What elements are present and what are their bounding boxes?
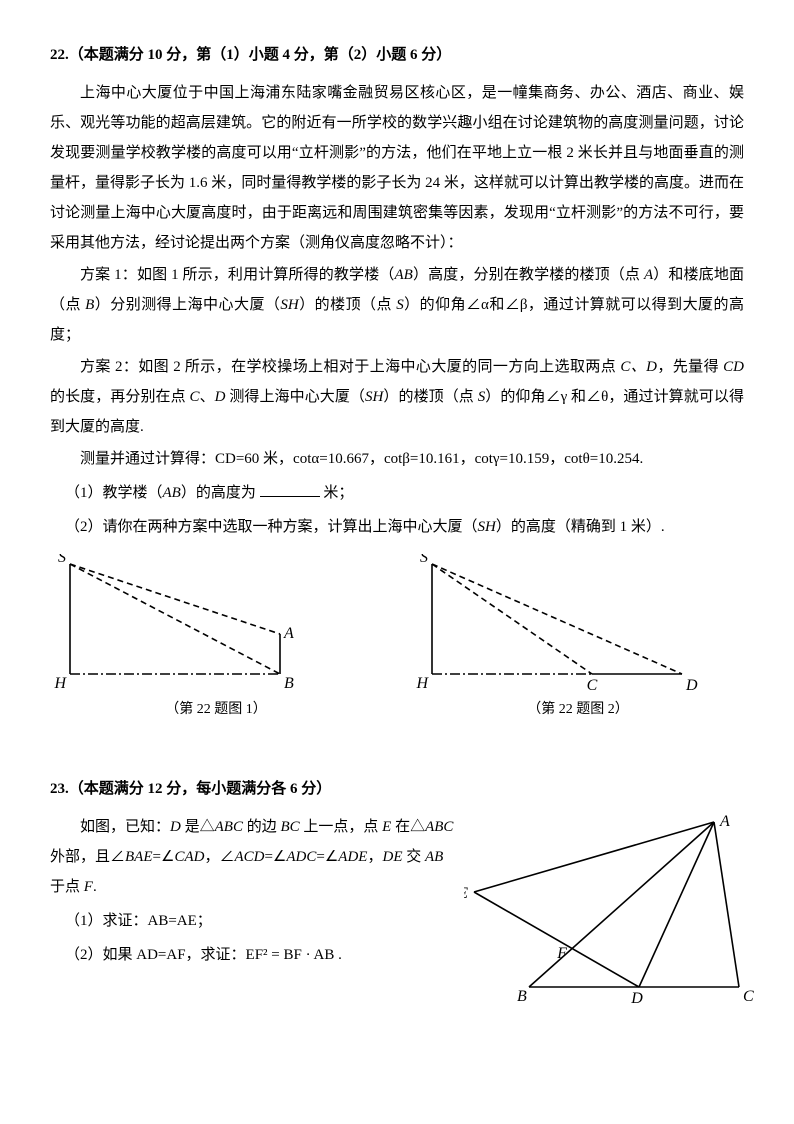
question-23: 23.（本题满分 12 分，每小题满分各 6 分） 如图，已知：D 是△ABC … [50, 774, 744, 1007]
svg-text:H: H [415, 675, 429, 692]
q23-fig-svg: A B C D E F [464, 812, 754, 1007]
q23-sub-2: （2）如果 AD=AF，求证：EF² = BF · AB . [65, 940, 454, 970]
svg-text:C: C [587, 677, 598, 694]
q22-fig1-caption: （第 22 题图 1） [50, 696, 382, 724]
q22-sub-2: （2）请你在两种方案中选取一种方案，计算出上海中心大厦（SH）的高度（精确到 1… [65, 512, 744, 542]
svg-text:D: D [630, 990, 643, 1007]
q22-sub-1: （1）教学楼（AB）的高度为 米； [65, 478, 744, 508]
svg-text:B: B [517, 988, 527, 1005]
q23-text: 如图，已知：D 是△ABC 的边 BC 上一点，点 E 在△ABC 外部，且∠B… [50, 812, 454, 1007]
svg-text:A: A [719, 813, 730, 830]
q23-header: 23.（本题满分 12 分，每小题满分各 6 分） [50, 774, 744, 804]
svg-text:H: H [53, 675, 67, 692]
svg-text:A: A [283, 625, 294, 642]
q23-paragraph-1: 如图，已知：D 是△ABC 的边 BC 上一点，点 E 在△ABC 外部，且∠B… [50, 812, 454, 902]
svg-text:S: S [420, 554, 428, 566]
svg-text:D: D [685, 677, 698, 694]
svg-text:S: S [58, 554, 66, 566]
q22-fig1-svg: S H A B [50, 554, 310, 694]
q23-figure: ABCDEF [464, 812, 744, 1007]
svg-text:C: C [743, 988, 754, 1005]
q22-figures: S H A B （第 22 题图 1） S H C D （第 22 题图 2） [50, 554, 744, 724]
q22-fig2-caption: （第 22 题图 2） [412, 696, 744, 724]
q23-sub-1: （1）求证：AB=AE； [65, 906, 454, 936]
answer-blank [260, 481, 320, 497]
svg-text:F: F [556, 945, 567, 962]
q22-paragraph-1: 上海中心大厦位于中国上海浦东陆家嘴金融贸易区核心区，是一幢集商务、办公、酒店、商… [50, 78, 744, 258]
q22-paragraph-4: 测量并通过计算得：CD=60 米，cotα=10.667，cotβ=10.161… [50, 444, 744, 474]
svg-text:B: B [284, 675, 294, 692]
q22-fig2-svg: S H C D [412, 554, 712, 694]
svg-text:E: E [464, 885, 468, 902]
q22-paragraph-3: 方案 2：如图 2 所示，在学校操场上相对于上海中心大厦的同一方向上选取两点 C… [50, 352, 744, 442]
q22-paragraph-2: 方案 1：如图 1 所示，利用计算所得的教学楼（AB）高度，分别在教学楼的楼顶（… [50, 260, 744, 350]
question-22: 22.（本题满分 10 分，第（1）小题 4 分，第（2）小题 6 分） 上海中… [50, 40, 744, 724]
q22-header: 22.（本题满分 10 分，第（1）小题 4 分，第（2）小题 6 分） [50, 40, 744, 70]
q22-figure-2: S H C D （第 22 题图 2） [412, 554, 744, 724]
q22-figure-1: S H A B （第 22 题图 1） [50, 554, 382, 724]
